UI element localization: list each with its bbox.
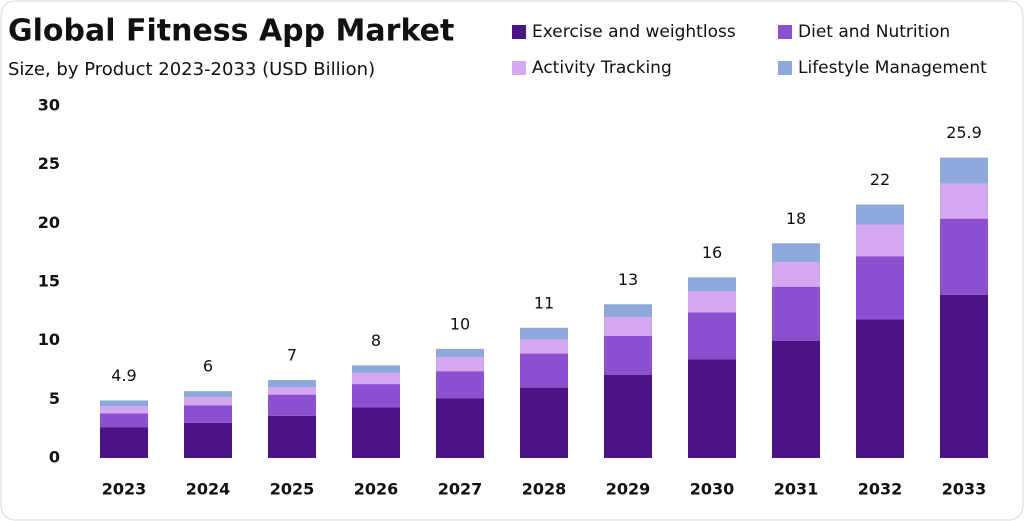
x-tick-label: 2024: [186, 480, 231, 499]
x-tick-label: 2029: [606, 480, 651, 499]
total-label: 11: [534, 293, 554, 312]
total-label: 7: [287, 345, 297, 364]
x-tick-label: 2025: [270, 480, 315, 499]
bar-segment: [100, 400, 148, 407]
bar-segment: [940, 294, 988, 458]
legend-label: Diet and Nutrition: [798, 22, 950, 42]
bar-segment: [352, 372, 400, 385]
bar-segment: [856, 204, 904, 225]
total-label: 13: [618, 270, 638, 289]
bar-segment: [688, 359, 736, 458]
bar-segment: [436, 348, 484, 358]
bar-segment: [268, 415, 316, 458]
bar-segment: [604, 335, 652, 375]
legend-swatch: [778, 25, 792, 39]
bar-segment: [856, 224, 904, 257]
total-label: 6: [203, 357, 213, 376]
bar-segment: [100, 406, 148, 414]
legend-swatch: [512, 25, 526, 39]
bar-segment: [436, 357, 484, 372]
legend-label: Activity Tracking: [532, 58, 672, 78]
bar-segment: [184, 422, 232, 458]
y-tick-label: 15: [38, 272, 60, 291]
bar-segment: [520, 353, 568, 388]
bar-segment: [184, 396, 232, 406]
bar-segment: [940, 183, 988, 219]
bar-segment: [688, 312, 736, 360]
bar-segment: [772, 243, 820, 263]
bar-segment: [520, 327, 568, 340]
bar-segment: [856, 256, 904, 320]
bar-segment: [772, 340, 820, 458]
bar-segment: [940, 157, 988, 184]
x-tick-label: 2030: [690, 480, 735, 499]
total-label: 22: [870, 170, 890, 189]
x-tick-label: 2033: [942, 480, 987, 499]
bar-segment: [772, 286, 820, 341]
bar-segment: [184, 405, 232, 423]
bar-segment: [688, 277, 736, 292]
total-label: 8: [371, 331, 381, 350]
chart-subtitle: Size, by Product 2023-2033 (USD Billion): [8, 59, 375, 80]
bar-segment: [100, 413, 148, 428]
bar-segment: [184, 391, 232, 397]
bar-segment: [604, 304, 652, 318]
bar-segment: [268, 387, 316, 395]
legend-swatch: [512, 61, 526, 75]
total-label: 16: [702, 243, 722, 262]
bar-segment: [940, 218, 988, 295]
bar-segment: [100, 427, 148, 458]
bar-segment: [520, 387, 568, 458]
bar-segment: [352, 384, 400, 408]
bar-segment: [772, 262, 820, 287]
y-tick-label: 30: [38, 96, 60, 115]
y-tick-label: 10: [38, 330, 60, 349]
legend-label: Exercise and weightloss: [532, 22, 736, 42]
x-tick-label: 2026: [354, 480, 399, 499]
x-tick-label: 2028: [522, 480, 567, 499]
legend-label: Lifestyle Management: [798, 58, 987, 78]
bar-segment: [604, 317, 652, 336]
total-label: 25.9: [946, 123, 982, 142]
bar-segment: [436, 398, 484, 458]
bar-segment: [352, 365, 400, 373]
total-label: 10: [450, 314, 470, 333]
bar-segment: [604, 374, 652, 458]
bar-segment: [268, 379, 316, 388]
bar-segment: [268, 394, 316, 416]
bar-segment: [520, 339, 568, 354]
y-tick-label: 25: [38, 154, 60, 173]
y-tick-label: 20: [38, 213, 60, 232]
legend-swatch: [778, 61, 792, 75]
bar-segment: [352, 407, 400, 458]
bar-segment: [688, 291, 736, 313]
x-tick-label: 2023: [102, 480, 147, 499]
x-tick-label: 2032: [858, 480, 903, 499]
chart-title: Global Fitness App Market: [8, 14, 454, 49]
bar-segment: [856, 319, 904, 458]
total-label: 18: [786, 209, 806, 228]
x-tick-label: 2031: [774, 480, 819, 499]
y-tick-label: 5: [49, 389, 60, 408]
y-tick-label: 0: [49, 448, 60, 467]
total-label: 4.9: [111, 366, 136, 385]
x-tick-label: 2027: [438, 480, 483, 499]
bar-segment: [436, 371, 484, 399]
